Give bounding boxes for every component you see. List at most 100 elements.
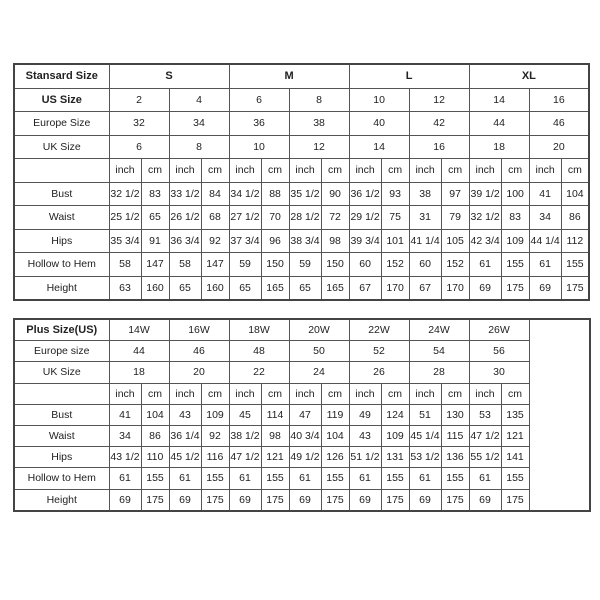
unit-inch: inch (108, 158, 142, 183)
measurement-value: 51 1/2 (348, 446, 382, 469)
measurement-value: 43 (348, 424, 382, 448)
measurement-value: 155 (260, 467, 290, 490)
us-size-value: 8 (288, 87, 350, 112)
measurement-value: 109 (500, 228, 530, 253)
measurement-value: 42 3/4 (468, 228, 502, 253)
measurement-value: 88 (260, 181, 290, 206)
measurement-value: 45 1/2 (168, 446, 202, 469)
measurement-value: 155 (500, 467, 530, 490)
measurement-value: 65 (228, 275, 262, 301)
us-size-row: US Size 2 4 6 8 10 12 14 16 (13, 87, 590, 112)
uk-size-value: 30 (468, 361, 530, 384)
measurement-value: 155 (200, 467, 230, 490)
measurement-value: 61 (348, 467, 382, 490)
unit-inch: inch (408, 382, 442, 405)
measurement-value: 93 (380, 181, 410, 206)
plus-us-size-value: 16W (168, 318, 230, 342)
measurement-value: 61 (228, 467, 262, 490)
header-label: Plus Size(US) (13, 318, 110, 342)
measurement-value: 33 1/2 (168, 181, 202, 206)
measurement-value: 39 1/2 (468, 181, 502, 206)
measurement-value: 55 1/2 (468, 446, 502, 469)
measurement-value: 104 (560, 181, 590, 206)
measurement-value: 61 (108, 467, 142, 490)
measurement-value: 69 (108, 488, 142, 512)
unit-cm: cm (320, 382, 350, 405)
measurement-value: 41 1/4 (408, 228, 442, 253)
measurement-value: 69 (408, 488, 442, 512)
unit-cm: cm (140, 382, 170, 405)
unit-inch: inch (528, 158, 562, 183)
measurement-value: 86 (560, 205, 590, 230)
uk-size-value: 10 (228, 134, 290, 159)
uk-size-value: 20 (168, 361, 230, 384)
plus-us-size-value: 24W (408, 318, 470, 342)
measurement-value: 69 (348, 488, 382, 512)
unit-cm: cm (200, 382, 230, 405)
measurement-value: 31 (408, 205, 442, 230)
measurement-value: 155 (140, 467, 170, 490)
empty-cell (13, 158, 110, 183)
europe-size-value: 38 (288, 111, 350, 136)
uk-size-label: UK Size (13, 361, 110, 384)
measurement-value: 112 (560, 228, 590, 253)
measurement-value: 26 1/2 (168, 205, 202, 230)
europe-size-value: 44 (468, 111, 530, 136)
measurement-value: 175 (560, 275, 590, 301)
measurement-value: 175 (140, 488, 170, 512)
measurement-label: Hollow to Hem (13, 252, 110, 277)
unit-inch: inch (228, 382, 262, 405)
uk-size-value: 8 (168, 134, 230, 159)
measurement-label: Height (13, 488, 110, 512)
measurement-label: Height (13, 275, 110, 301)
measurement-value: 43 1/2 (108, 446, 142, 469)
measurement-value: 141 (500, 446, 530, 469)
measurement-value: 101 (380, 228, 410, 253)
measurement-value: 155 (500, 252, 530, 277)
europe-size-value: 36 (228, 111, 290, 136)
measurement-value: 41 (108, 403, 142, 426)
measurement-value: 58 (168, 252, 202, 277)
us-size-value: 6 (228, 87, 290, 112)
plus-europe-size-row: Europe size 44 46 48 50 52 54 56 (13, 340, 590, 363)
unit-inch: inch (348, 382, 382, 405)
europe-size-label: Europe Size (13, 111, 110, 136)
us-size-value: 12 (408, 87, 470, 112)
measurement-value: 165 (320, 275, 350, 301)
measurement-value: 32 1/2 (108, 181, 142, 206)
unit-inch: inch (288, 158, 322, 183)
plus-us-size-value: 26W (468, 318, 530, 342)
measurement-row: Height 63 160 65 160 65 165 65 165 67 170 67 170 69 17… (13, 275, 590, 301)
plus-us-size-row: Plus Size(US) 14W 16W 18W 20W 22W 24W 26W (13, 318, 591, 512)
europe-size-value: 32 (108, 111, 170, 136)
measurement-value: 124 (380, 403, 410, 426)
uk-size-label: UK Size (13, 134, 110, 159)
unit-cm: cm (260, 158, 290, 183)
measurement-value: 83 (500, 205, 530, 230)
measurement-value: 69 (468, 488, 502, 512)
measurement-value: 96 (260, 228, 290, 253)
measurement-value: 97 (440, 181, 470, 206)
unit-cm: cm (500, 382, 530, 405)
unit-cm: cm (260, 382, 290, 405)
europe-size-value: 46 (528, 111, 590, 136)
uk-size-value: 16 (408, 134, 470, 159)
measurement-value: 160 (140, 275, 170, 301)
measurement-value: 28 1/2 (288, 205, 322, 230)
measurement-row: Hollow to Hem 58 147 58 147 59 150 59 150 60 152 60… (13, 252, 590, 277)
measurement-value: 155 (320, 467, 350, 490)
europe-size-value: 56 (468, 340, 530, 363)
measurement-label: Bust (13, 181, 110, 206)
measurement-value: 59 (288, 252, 322, 277)
measurement-row: Bust 32 1/2 83 33 1/2 84 34 1/2 88 35 1/2 90 36 1… (13, 181, 590, 206)
uk-size-value: 18 (108, 361, 170, 384)
unit-inch: inch (228, 158, 262, 183)
measurement-value: 34 (108, 424, 142, 448)
measurement-value: 119 (320, 403, 350, 426)
unit-inch: inch (288, 382, 322, 405)
plus-uk-size-row: UK Size 18 20 22 24 26 28 30 (13, 361, 590, 384)
plus-size-table: Plus Size(US) 14W 16W 18W 20W 22W 24W 26W Europe… (13, 318, 591, 512)
measurement-value: 61 (468, 252, 502, 277)
measurement-value: 61 (408, 467, 442, 490)
measurement-value: 155 (560, 252, 590, 277)
